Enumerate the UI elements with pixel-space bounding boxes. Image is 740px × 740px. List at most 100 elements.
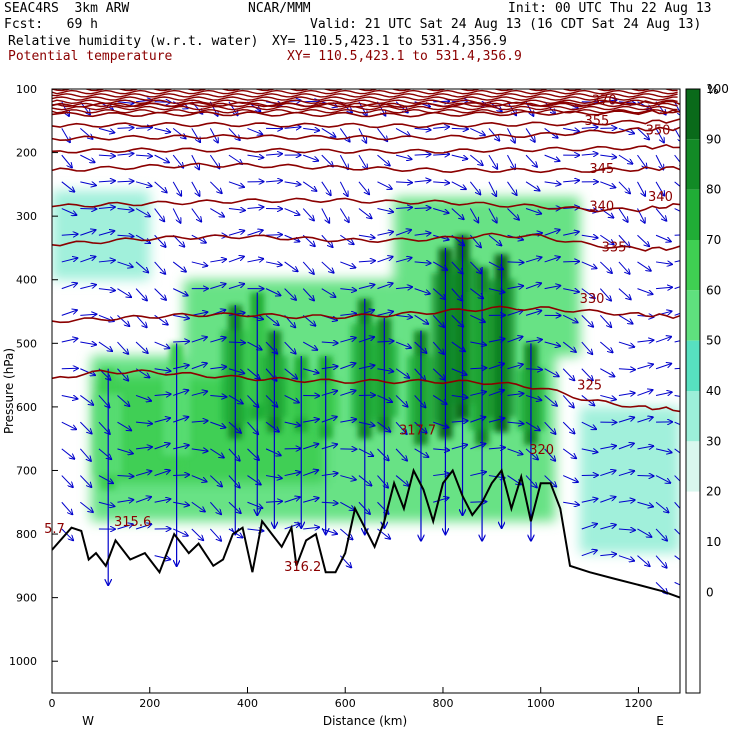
wind-arrow bbox=[340, 261, 355, 268]
y-tick-label: 1000 bbox=[9, 655, 37, 668]
wind-arrow bbox=[637, 555, 649, 566]
wind-arrow bbox=[79, 421, 91, 433]
wind-arrow bbox=[637, 181, 645, 196]
wind-arrow bbox=[80, 181, 96, 186]
wind-arrow bbox=[469, 181, 480, 195]
wind-arrow bbox=[488, 181, 496, 196]
colorbar-swatch bbox=[686, 592, 700, 643]
wind-arrow bbox=[414, 262, 431, 263]
wind-arrow bbox=[358, 208, 372, 219]
theta-line bbox=[52, 305, 680, 324]
wind-arrow bbox=[488, 208, 497, 223]
wind-arrow bbox=[581, 499, 598, 503]
colorbar-swatch bbox=[686, 542, 700, 593]
wind-arrow bbox=[563, 128, 579, 131]
wind-arrow bbox=[599, 315, 611, 327]
wind-arrow bbox=[135, 234, 150, 243]
wind-arrow bbox=[228, 154, 242, 164]
wind-arrow bbox=[637, 288, 652, 295]
wind-arrow bbox=[135, 497, 151, 503]
wind-arrow bbox=[210, 395, 226, 396]
y-tick-label: 300 bbox=[16, 210, 37, 223]
wind-arrow bbox=[637, 528, 651, 537]
y-axis: 100 200 300 400 500 600 700 800 900 1000 bbox=[9, 83, 58, 668]
wind-arrow bbox=[525, 208, 541, 214]
wind-arrow bbox=[321, 288, 336, 297]
wind-arrow bbox=[98, 181, 115, 182]
wind-arrow bbox=[154, 181, 167, 193]
wind-arrow bbox=[581, 449, 598, 452]
wind-arrow bbox=[432, 315, 444, 327]
wind-arrow bbox=[433, 127, 449, 129]
theta-line-upper bbox=[52, 89, 678, 95]
wind-arrow bbox=[117, 395, 129, 406]
wind-arrow bbox=[191, 363, 207, 370]
model-title: SEAC4RS 3km ARW bbox=[4, 1, 130, 16]
wind-arrow bbox=[321, 181, 331, 195]
wind-arrow bbox=[544, 421, 556, 434]
wind-arrow bbox=[266, 235, 282, 236]
wind-arrow bbox=[228, 231, 244, 236]
colorbar-label: 0 bbox=[706, 585, 714, 599]
wind-arrow bbox=[377, 475, 388, 488]
wind-arrow bbox=[358, 235, 375, 238]
field1-name: Relative humidity (w.r.t. water) bbox=[8, 34, 259, 49]
y-tick-label: 200 bbox=[16, 147, 37, 160]
theta-line bbox=[52, 197, 680, 213]
wind-arrow bbox=[154, 154, 169, 162]
wind-arrow bbox=[581, 421, 596, 429]
wind-arrow bbox=[507, 394, 523, 396]
wind-arrow bbox=[396, 182, 412, 183]
wind-arrow bbox=[674, 234, 680, 236]
wind-arrow bbox=[674, 421, 680, 426]
wind-arrow bbox=[674, 260, 680, 263]
wind-arrow bbox=[247, 501, 262, 508]
wind-arrow bbox=[210, 259, 226, 262]
wind-arrow bbox=[544, 475, 557, 487]
wind-arrow bbox=[303, 128, 319, 130]
wind-arrow bbox=[433, 154, 449, 155]
wind-arrow bbox=[210, 421, 225, 427]
wind-arrow bbox=[655, 208, 666, 221]
wind-arrow bbox=[209, 528, 221, 541]
wind-arrow bbox=[228, 181, 244, 187]
wind-arrow bbox=[117, 341, 128, 354]
colorbar-label: 70 bbox=[706, 233, 721, 247]
wind-arrow bbox=[507, 262, 523, 263]
wind-arrow bbox=[451, 314, 463, 326]
theta-line-upper bbox=[52, 102, 678, 108]
wind-arrow bbox=[191, 391, 207, 396]
wind-arrow bbox=[210, 284, 225, 290]
theta-label: 325 bbox=[577, 378, 602, 393]
wind-arrow bbox=[98, 341, 112, 351]
wind-arrow bbox=[377, 312, 393, 316]
wind-vectors bbox=[61, 100, 680, 593]
wind-arrow bbox=[563, 289, 579, 292]
wind-arrow bbox=[302, 181, 316, 191]
wind-arrow bbox=[191, 501, 205, 511]
wind-arrow bbox=[655, 392, 672, 395]
wind-arrow bbox=[302, 208, 314, 221]
wind-arrow bbox=[284, 497, 300, 503]
wind-arrow bbox=[637, 128, 649, 139]
plot-frame bbox=[51, 88, 681, 694]
wind-arrow bbox=[136, 155, 152, 156]
wind-arrow bbox=[265, 395, 277, 406]
wind-arrow bbox=[600, 525, 615, 530]
wind-arrow bbox=[563, 232, 579, 236]
wind-arrow bbox=[674, 340, 680, 343]
wind-arrow bbox=[172, 154, 183, 167]
colorbar-swatch bbox=[686, 240, 700, 291]
wind-arrow bbox=[247, 421, 258, 434]
theta-line bbox=[52, 162, 680, 174]
wind-arrow bbox=[674, 208, 680, 212]
wind-arrow bbox=[655, 181, 664, 196]
wind-arrow bbox=[284, 127, 301, 129]
colorbar-swatch bbox=[686, 340, 700, 391]
wind-arrow bbox=[117, 476, 133, 477]
wind-arrow bbox=[637, 364, 652, 370]
wind-arrow bbox=[562, 341, 576, 352]
theta-line bbox=[52, 126, 680, 142]
wind-arrow bbox=[507, 208, 518, 220]
wind-arrow bbox=[637, 261, 650, 271]
